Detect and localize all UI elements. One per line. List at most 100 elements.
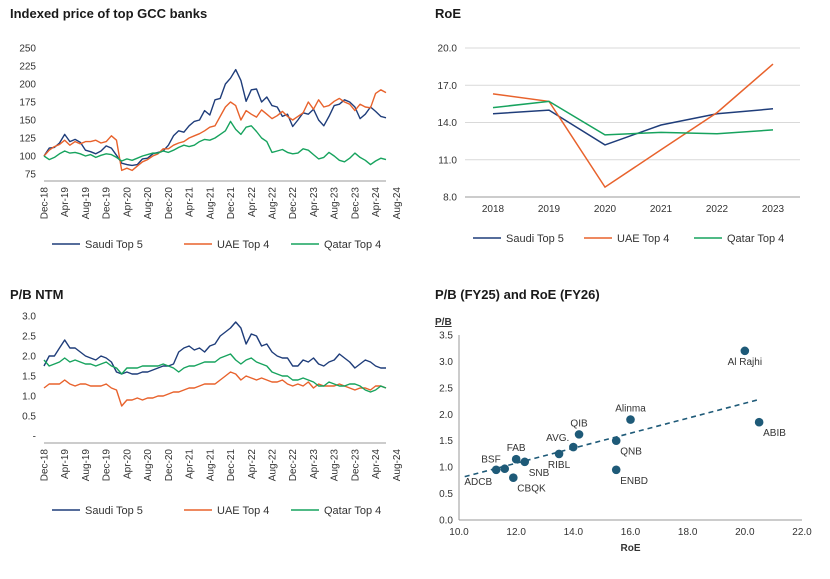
y-tick-label: 0.5	[22, 412, 36, 423]
y-tick-label: 1.0	[439, 463, 453, 474]
pb-chart: 3.0 2.5 2.0 1.5 1.0 0.5 -Dec-18 Apr-19 Aug-19 Dec…	[22, 312, 403, 518]
x-tick-label: 22.0	[792, 527, 812, 538]
x-tick-label: 2018	[482, 204, 505, 215]
y-tick-label: 200	[19, 80, 36, 91]
x-tick-label: Dec-20	[164, 449, 175, 482]
point-label-snb: SNB	[529, 468, 550, 479]
x-tick-label: Apr-22	[247, 449, 258, 479]
x-tick-label: 18.0	[678, 527, 698, 538]
x-tick-label: Dec-22	[288, 449, 299, 482]
y-tick-label: 2.5	[439, 383, 453, 394]
y-tick-label: 3.5	[439, 331, 453, 342]
x-tick-label: Dec-23	[350, 449, 361, 482]
point-label-fab: FAB	[507, 443, 526, 454]
y-tick-label: 225	[19, 62, 36, 73]
scatter-chart-panel: P/B (FY25) and RoE (FY26) 3.5 3.0 2.5 2.0 1.…	[415, 287, 830, 574]
series-line-saudi-top-5	[43, 321, 386, 375]
y-tick-label: 3.0	[439, 357, 453, 368]
scatter-point-qnb	[611, 436, 621, 446]
y-tick-label: 150	[19, 116, 36, 127]
legend-label-saudi-top-5: Saudi Top 5	[85, 505, 143, 517]
scatter-point-cbqk	[509, 473, 518, 483]
point-label-bsf: BSF	[481, 455, 500, 466]
y-tick-label: 17.0	[438, 81, 458, 92]
point-label-qib: QIB	[570, 418, 588, 429]
series-line-uae-top-4	[492, 63, 774, 189]
x-tick-label: 2023	[762, 204, 785, 215]
x-tick-label: Aug-20	[143, 187, 154, 220]
x-tick-label: Apr-22	[247, 187, 258, 217]
point-label-avg: AVG.	[546, 433, 569, 444]
trend-line	[464, 398, 760, 478]
legend-label-uae-top-4: UAE Top 4	[617, 233, 669, 245]
series-line-saudi-top-5	[492, 108, 774, 146]
scatter-point-adcb	[491, 465, 501, 475]
point-label-adcb: ADCB	[464, 477, 492, 488]
y-tick-label: 11.0	[438, 155, 457, 166]
x-tick-label: Aug-19	[81, 449, 92, 482]
x-tick-label: Aug-23	[330, 187, 341, 220]
scatter-point-bsf	[500, 464, 510, 474]
scatter-chart-title: P/B (FY25) and RoE (FY26)	[435, 287, 600, 302]
series-line-qatar-top-4	[43, 353, 387, 393]
series-line-qatar-top-4	[492, 100, 774, 136]
y-tick-label: 0.0	[439, 516, 453, 527]
y-tick-label: 2.0	[22, 352, 36, 363]
scatter-point-abib	[754, 417, 764, 427]
y-tick-label: 14.0	[438, 118, 458, 129]
x-tick-label: Aug-22	[268, 449, 279, 482]
series-line-saudi-top-5	[43, 68, 387, 167]
x-tick-label: 20.0	[735, 527, 755, 538]
x-axis-title: RoE	[621, 543, 641, 554]
scatter-point-alinma	[626, 415, 635, 424]
scatter-chart: 3.5 3.0 2.5 2.0 1.5 1.0 0.5 0.010.0 12.0 14.0 16.0…	[435, 317, 812, 554]
legend-label-saudi-top-5: Saudi Top 5	[85, 239, 143, 251]
y-tick-label: 250	[19, 44, 36, 55]
roe-chart: 20.0 17.0 14.0 11.0 8.0 2018 2019 2020 2021 2022 2…	[438, 44, 800, 245]
x-tick-label: Apr-21	[185, 449, 196, 479]
point-label-cbqk: CBQK	[517, 484, 546, 495]
x-tick-label: Dec-19	[102, 449, 113, 482]
x-tick-label: Apr-23	[309, 187, 320, 217]
x-tick-label: 2020	[594, 204, 617, 215]
legend-label-qatar-top-4: Qatar Top 4	[324, 239, 381, 251]
x-tick-label: Dec-22	[288, 187, 299, 220]
y-tick-label: 175	[19, 98, 36, 109]
x-tick-label: Apr-23	[309, 449, 320, 479]
x-tick-label: Apr-19	[60, 449, 71, 479]
price-chart-panel: Indexed price of top GCC banks 250 225 200…	[0, 0, 415, 287]
scatter-point-enbd	[611, 465, 621, 475]
y-tick-label: 20.0	[438, 44, 458, 55]
scatter-point-avg	[569, 442, 578, 452]
y-tick-label: 0.5	[439, 489, 453, 500]
x-tick-label: 16.0	[621, 527, 641, 538]
x-tick-label: Aug-24	[392, 449, 403, 482]
y-tick-label: 1.5	[439, 436, 453, 447]
pb-chart-panel: P/B NTM 3.0 2.5 2.0 1.5 1.0 0.5 - Dec-18 Apr-19 A…	[0, 287, 415, 574]
legend-label-qatar-top-4: Qatar Top 4	[727, 233, 784, 245]
x-tick-label: Aug-20	[143, 449, 154, 482]
x-tick-label: Aug-22	[268, 187, 279, 220]
x-tick-label: 14.0	[564, 527, 584, 538]
point-label-ribl: RIBL	[548, 460, 571, 471]
series-line-qatar-top-4	[43, 120, 387, 166]
point-label-alinma: Alinma	[615, 404, 646, 415]
series-line-uae-top-4	[43, 371, 387, 407]
scatter-point-ribl	[554, 449, 564, 459]
point-label-al-rajhi: Al Rajhi	[728, 357, 762, 368]
y-tick-label: 100	[19, 152, 36, 163]
x-tick-label: Apr-20	[122, 187, 133, 217]
y-tick-label: 75	[25, 170, 37, 181]
y-tick-label: 3.0	[22, 312, 36, 323]
y-tick-label: 125	[19, 134, 36, 145]
legend-label-saudi-top-5: Saudi Top 5	[506, 233, 564, 245]
x-tick-label: Aug-24	[392, 187, 403, 220]
price-chart-title: Indexed price of top GCC banks	[10, 6, 208, 21]
x-tick-label: Apr-24	[371, 449, 382, 479]
x-tick-label: Apr-19	[60, 187, 71, 217]
legend-label-uae-top-4: UAE Top 4	[217, 239, 269, 251]
x-tick-label: Aug-21	[205, 449, 216, 482]
x-tick-label: Dec-23	[350, 187, 361, 220]
x-tick-label: Apr-20	[122, 449, 133, 479]
